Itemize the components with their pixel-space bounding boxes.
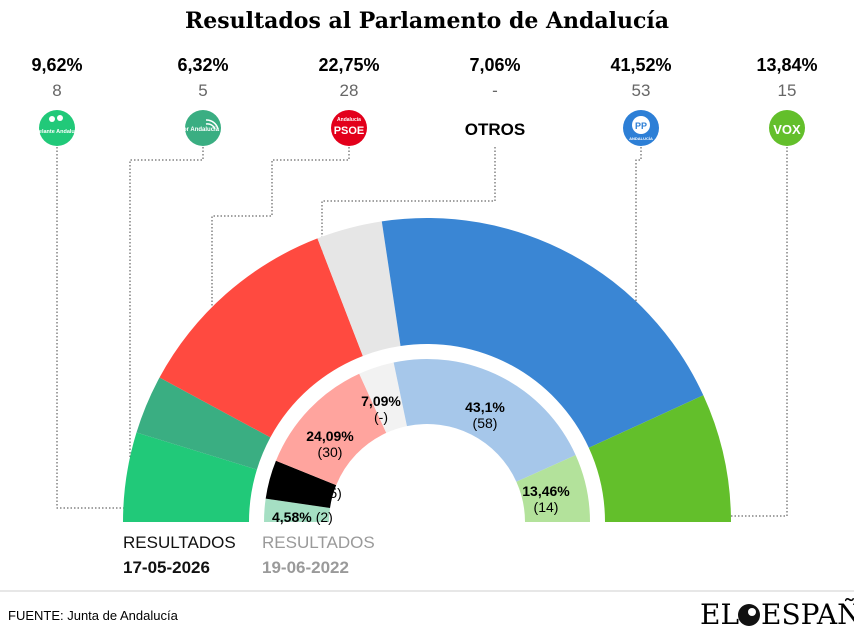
pp-logo-icon: PP ANDALUCÍA — [623, 110, 659, 146]
svg-text:Adelante Andalucía: Adelante Andalucía — [32, 129, 84, 135]
inner-pct-psoe: 24,09% — [306, 428, 354, 444]
arc-otros-2022 — [359, 362, 407, 433]
seats-label-otros: - — [492, 81, 498, 100]
inner-pct-vox: 13,46% — [522, 483, 570, 499]
psoe-logo-icon: Andalucía PSOE — [331, 110, 367, 146]
seats-label-adelante: 8 — [52, 81, 61, 100]
arc-pp-2026 — [381, 218, 704, 448]
connector-otros — [321, 147, 496, 270]
seats-label-vox: 15 — [778, 81, 797, 100]
arc-psoe-2022 — [275, 373, 387, 486]
party-header-psoe: 22,75% 28 Andalucía PSOE — [318, 55, 380, 146]
party-header-adelante: 9,62% 8 Adelante Andalucía — [31, 55, 83, 146]
svg-text:PSOE: PSOE — [334, 125, 365, 137]
pct-label-adelante: 9,62% — [31, 55, 82, 75]
inner-seats-otros: (-) — [374, 409, 388, 425]
inner-label-porandalucia: 7,68% (5) — [281, 485, 342, 501]
arc-vox-2026 — [588, 395, 731, 522]
connector-psoe — [211, 147, 350, 318]
arc-psoe-2026 — [159, 238, 363, 438]
inner-seats-psoe: (30) — [318, 444, 343, 460]
seats-label-psoe: 28 — [340, 81, 359, 100]
legend-outer-label: RESULTADOS — [123, 533, 236, 552]
arc-porandalucia-2026 — [136, 377, 271, 470]
inner-pct-otros: 7,09% — [361, 393, 401, 409]
adelante-andalucia-logo-icon: Adelante Andalucía — [32, 110, 84, 146]
seats-label-porandalucia: 5 — [198, 81, 207, 100]
inner-label-adelante: 4,58% (2) — [272, 509, 333, 525]
party-header-porandalucia: 6,32% 5 Por Andalucía — [177, 55, 229, 146]
seats-label-pp: 53 — [632, 81, 651, 100]
arc-vox-2022 — [516, 455, 590, 522]
pct-label-pp: 41,52% — [610, 55, 671, 75]
source-text: FUENTE: Junta de Andalucía — [8, 608, 179, 623]
legend-outer-date: 17-05-2026 — [123, 558, 210, 577]
vox-logo-icon: VOX — [769, 110, 805, 146]
party-header-otros: 7,06% - OTROS — [465, 55, 525, 139]
party-header-pp: 41,52% 53 PP ANDALUCÍA — [610, 55, 672, 146]
svg-text:Andalucía: Andalucía — [337, 117, 361, 123]
arc-pp-2022 — [393, 359, 576, 482]
brand-left: EL — [700, 598, 739, 631]
pct-label-otros: 7,06% — [469, 55, 520, 75]
inner-pct-pp: 43,1% — [465, 399, 505, 415]
pct-label-porandalucia: 6,32% — [177, 55, 228, 75]
arc-adelante-2026 — [123, 432, 257, 522]
otros-label: OTROS — [465, 120, 525, 139]
arc-adelante-2022 — [264, 498, 331, 522]
inner-hemicycle — [264, 359, 590, 522]
inner-seats-vox: (14) — [534, 499, 559, 515]
brand-right: ESPAÑOL — [761, 598, 854, 631]
svg-text:VOX: VOX — [773, 122, 801, 137]
arc-otros-2026 — [317, 221, 401, 356]
svg-text:Por Andalucía: Por Andalucía — [179, 127, 220, 133]
party-header-vox: 13,84% 15 VOX — [756, 55, 818, 146]
pct-label-vox: 13,84% — [756, 55, 817, 75]
inner-seats-pp: (58) — [473, 415, 498, 431]
svg-text:ANDALUCÍA: ANDALUCÍA — [629, 136, 653, 141]
lion-icon — [738, 604, 760, 626]
chart-title: Resultados al Parlamento de Andalucía — [185, 8, 669, 34]
legend-inner-label: RESULTADOS — [262, 533, 375, 552]
connector-adelante — [56, 147, 128, 509]
por-andalucia-logo-icon: Por Andalucía — [179, 110, 221, 146]
arc-porandalucia-2022 — [265, 460, 337, 508]
svg-text:PP: PP — [635, 121, 647, 131]
legend-inner-date: 19-06-2022 — [262, 558, 349, 577]
el-espanol-logo: EL ESPAÑOL — [700, 598, 854, 631]
outer-hemicycle — [123, 218, 731, 522]
pct-label-psoe: 22,75% — [318, 55, 379, 75]
inner-labels: 7,68% (5) 4,58% (2) 24,09% (30) 7,09% (-) … — [272, 393, 570, 525]
